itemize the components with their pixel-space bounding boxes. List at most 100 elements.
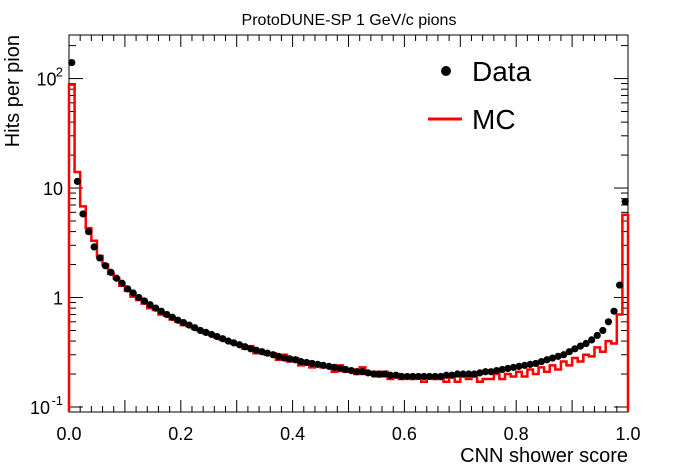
data-point — [269, 351, 277, 359]
data-point — [616, 281, 624, 289]
data-point — [157, 307, 165, 315]
data-point — [409, 372, 417, 381]
data-point — [442, 371, 450, 379]
data-point — [431, 372, 439, 381]
x-tick-label: 1.0 — [615, 424, 640, 444]
data-point — [336, 364, 344, 373]
data-point — [140, 297, 149, 305]
data-point — [520, 361, 529, 369]
data-point — [493, 366, 501, 375]
data-point — [146, 301, 154, 309]
data-point — [118, 279, 126, 287]
data-point — [498, 365, 506, 374]
data-point — [515, 362, 523, 370]
x-tick-label: 0.8 — [504, 424, 529, 444]
data-point — [302, 358, 311, 367]
data-point — [196, 326, 204, 335]
data-point — [219, 335, 227, 343]
data-point — [353, 368, 361, 376]
data-point — [96, 254, 104, 262]
data-point — [174, 316, 182, 324]
data-point — [101, 262, 109, 270]
data-point — [179, 319, 188, 327]
x-axis-label: CNN shower score — [460, 445, 628, 467]
data-point — [554, 352, 562, 360]
y-tick-exponent: 2 — [56, 65, 63, 80]
data-point — [275, 352, 283, 360]
data-point — [230, 339, 238, 347]
x-tick-label: 0.2 — [168, 424, 193, 444]
x-tick-label: 0.6 — [392, 424, 417, 444]
data-point — [163, 310, 171, 319]
data-point — [537, 357, 545, 366]
y-tick-exponent: -1 — [51, 393, 63, 408]
data-point — [314, 360, 322, 368]
data-point — [112, 274, 121, 282]
y-tick-base: 10 — [43, 179, 63, 199]
chart-title: ProtoDUNE-SP 1 GeV/c pions — [242, 12, 457, 29]
data-point — [129, 289, 137, 297]
data-point — [84, 228, 93, 236]
data-point — [358, 368, 367, 376]
data-point — [381, 370, 389, 378]
data-point — [487, 368, 495, 376]
data-point — [392, 371, 400, 379]
data-point — [247, 345, 255, 353]
data-point — [73, 177, 81, 185]
data-point — [610, 307, 618, 315]
data-point — [453, 370, 462, 378]
data-point — [202, 328, 210, 337]
data-point — [621, 198, 629, 206]
data-point — [241, 343, 249, 351]
data-point — [437, 372, 445, 381]
data-point — [604, 318, 613, 326]
data-point — [364, 369, 372, 377]
data-point — [448, 371, 456, 379]
legend: Data MC — [428, 56, 532, 135]
legend-data-marker — [441, 66, 451, 76]
x-tick-labels: 0.0 0.2 0.4 0.6 0.8 1.0 — [56, 424, 640, 444]
data-point — [168, 313, 177, 321]
data-point — [504, 364, 512, 373]
data-point — [191, 324, 199, 332]
plot-frame — [68, 34, 629, 413]
data-point — [565, 348, 573, 356]
data-point — [235, 341, 244, 349]
y-tick-base: 1 — [53, 289, 63, 309]
data-point — [252, 346, 260, 354]
data-point — [107, 268, 115, 276]
data-point — [207, 330, 216, 339]
data-point — [297, 357, 305, 366]
data-point — [398, 372, 406, 381]
data-point — [68, 58, 76, 67]
y-tick-label: -110 — [30, 393, 63, 418]
data-point — [509, 363, 518, 371]
data-point — [185, 321, 193, 329]
data-point — [543, 356, 551, 364]
data-point — [414, 372, 422, 381]
data-point — [213, 332, 221, 341]
data-point — [330, 363, 339, 371]
data-point — [90, 243, 98, 251]
data-point — [560, 351, 568, 359]
data-point — [308, 359, 316, 368]
x-tick-label: 0.0 — [56, 424, 81, 444]
data-point — [375, 370, 383, 378]
legend-data-label: Data — [472, 56, 532, 87]
data-point — [325, 362, 333, 370]
data-point — [319, 361, 327, 369]
data-point — [291, 356, 299, 364]
data-point — [459, 370, 467, 378]
data-point — [420, 372, 428, 381]
legend-mc-label: MC — [472, 104, 516, 135]
data-point — [224, 337, 232, 345]
data-point — [470, 370, 478, 378]
data-point — [403, 372, 411, 381]
data-point — [571, 345, 579, 353]
data-point — [532, 359, 540, 368]
y-tick-label: 10 — [43, 179, 63, 199]
y-axis-label: Hits per pion — [2, 35, 24, 147]
data-point — [79, 210, 87, 218]
